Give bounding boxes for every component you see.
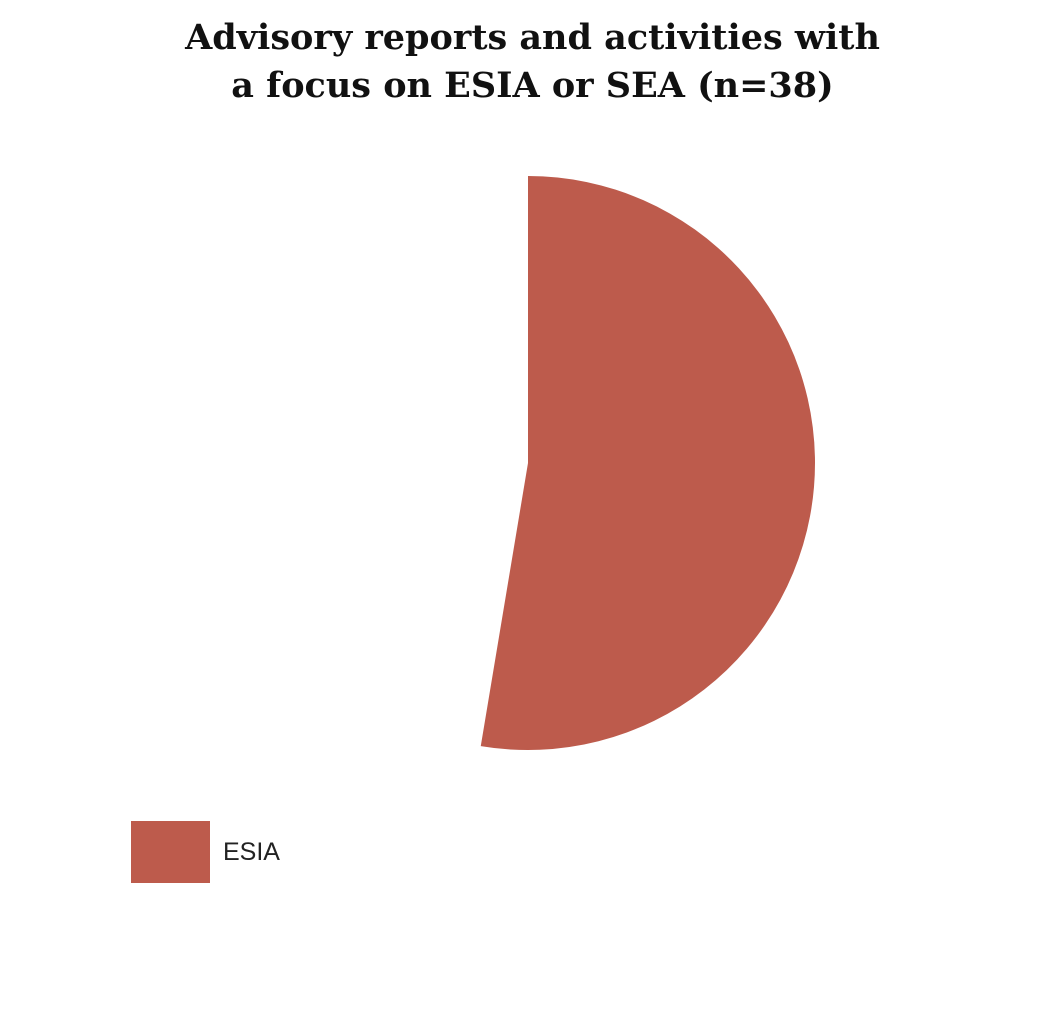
pie-slice-esia	[480, 176, 816, 750]
legend-label-esia: ESIA	[223, 837, 280, 866]
chart-title: Advisory reports and activities with a f…	[185, 17, 880, 106]
legend-swatch-esia	[131, 821, 210, 883]
legend: ESIA	[131, 821, 280, 883]
